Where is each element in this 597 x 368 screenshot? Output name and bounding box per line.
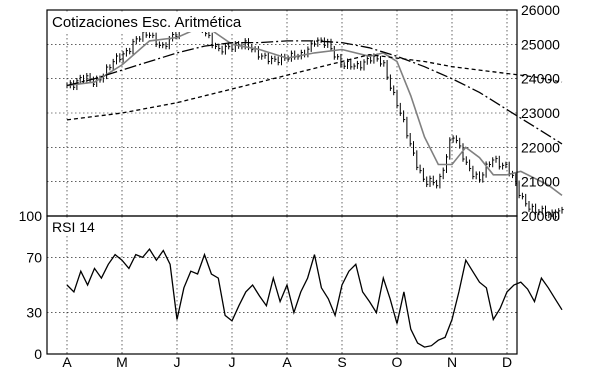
- price-axis-tick-labels: 20000 21000 22000 23000 24000 25000 26000: [521, 2, 560, 224]
- price-tick-label: 23000: [521, 105, 560, 121]
- price-tick-label: 26000: [521, 2, 560, 18]
- price-panel-series: [66, 13, 564, 220]
- moving-average-medium-line: [66, 40, 563, 145]
- month-tick-label: A: [62, 354, 72, 368]
- rsi-tick-label: 0: [34, 346, 42, 362]
- price-tick-label: 24000: [521, 71, 560, 87]
- rsi-title-box: [49, 218, 105, 236]
- month-tick-label: M: [116, 354, 128, 368]
- month-tick-label: O: [392, 354, 403, 368]
- price-tick-label: 25000: [521, 36, 560, 52]
- rsi-tick-label: 30: [26, 305, 42, 321]
- rsi-tick-label: 70: [26, 249, 42, 265]
- price-tick-label: 22000: [521, 139, 560, 155]
- moving-average-long-line: [66, 53, 563, 121]
- price-title-box: [49, 12, 255, 32]
- price-panel-title: Cotizaciones Esc. Aritmética: [52, 14, 242, 31]
- price-tick-label: 20000: [521, 208, 560, 224]
- month-tick-label: J: [229, 354, 236, 368]
- rsi-tick-label: 100: [19, 208, 43, 224]
- month-tick-label: S: [337, 354, 346, 368]
- price-tick-label: 21000: [521, 174, 560, 190]
- month-tick-label: N: [447, 354, 457, 368]
- month-tick-label: A: [282, 354, 292, 368]
- month-tick-label: D: [502, 354, 512, 368]
- rsi-line: [66, 247, 563, 348]
- rsi-panel-title: RSI 14: [52, 219, 95, 235]
- rsi-panel-frame: [46, 215, 518, 355]
- moving-average-short-line: [66, 24, 563, 197]
- rsi-axis-tick-labels: 0 30 70 100: [19, 208, 43, 362]
- rsi-panel-series: [66, 247, 563, 348]
- month-tick-label: J: [174, 354, 181, 368]
